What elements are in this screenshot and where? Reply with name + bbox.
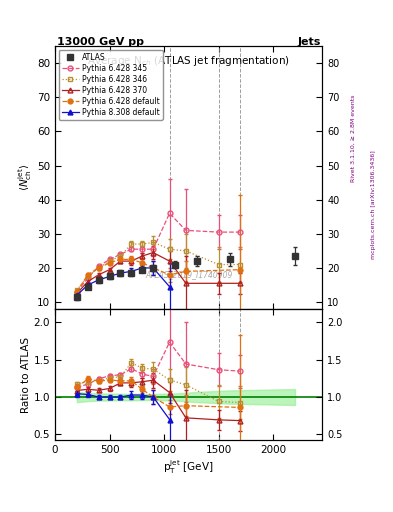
Y-axis label: Ratio to ATLAS: Ratio to ATLAS <box>21 336 31 413</box>
X-axis label: p$_{\rm T}^{\rm jet}$ [GeV]: p$_{\rm T}^{\rm jet}$ [GeV] <box>163 458 214 476</box>
Text: Rivet 3.1.10, ≥ 2.8M events: Rivet 3.1.10, ≥ 2.8M events <box>351 95 356 182</box>
Text: ATLAS_2019_I1740909: ATLAS_2019_I1740909 <box>145 270 232 279</box>
Text: mcplots.cern.ch [arXiv:1306.3436]: mcplots.cern.ch [arXiv:1306.3436] <box>371 151 376 259</box>
Text: 13000 GeV pp: 13000 GeV pp <box>57 37 144 47</box>
Text: Average N$_{ch}$ (ATLAS jet fragmentation): Average N$_{ch}$ (ATLAS jet fragmentatio… <box>87 54 290 68</box>
Text: Jets: Jets <box>298 37 321 47</box>
Y-axis label: $\langle N_{\mathrm{ch}}^{\mathrm{jet}} \rangle$: $\langle N_{\mathrm{ch}}^{\mathrm{jet}} … <box>17 164 34 191</box>
Legend: ATLAS, Pythia 6.428 345, Pythia 6.428 346, Pythia 6.428 370, Pythia 6.428 defaul: ATLAS, Pythia 6.428 345, Pythia 6.428 34… <box>59 50 163 120</box>
